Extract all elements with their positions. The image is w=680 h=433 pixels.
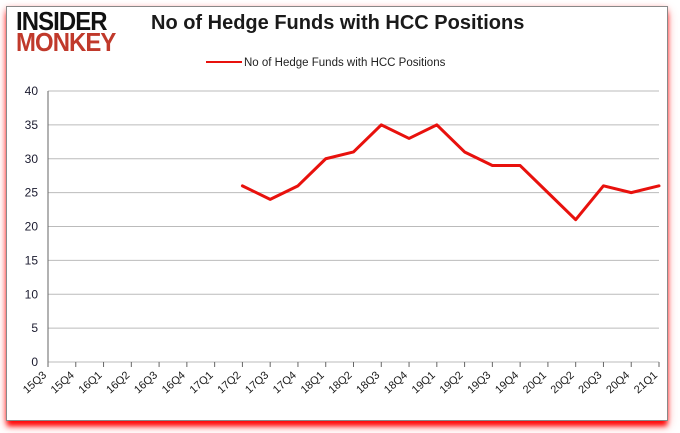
svg-text:17Q4: 17Q4 (271, 369, 299, 396)
svg-text:16Q3: 16Q3 (132, 369, 160, 396)
svg-text:0: 0 (31, 355, 38, 369)
svg-text:19Q1: 19Q1 (410, 369, 438, 396)
svg-text:17Q2: 17Q2 (215, 369, 243, 396)
svg-text:20Q2: 20Q2 (549, 369, 577, 396)
svg-text:18Q3: 18Q3 (354, 369, 382, 396)
svg-text:20Q4: 20Q4 (604, 369, 632, 396)
svg-text:40: 40 (25, 84, 39, 98)
svg-text:19Q2: 19Q2 (438, 369, 466, 396)
svg-text:20: 20 (25, 220, 39, 234)
svg-text:15Q3: 15Q3 (21, 369, 49, 396)
svg-text:35: 35 (25, 118, 39, 132)
svg-text:15: 15 (25, 253, 39, 267)
svg-text:16Q1: 16Q1 (77, 369, 105, 396)
svg-text:17Q3: 17Q3 (243, 369, 271, 396)
svg-text:19Q4: 19Q4 (493, 369, 521, 396)
svg-text:16Q4: 16Q4 (160, 369, 188, 396)
svg-text:19Q3: 19Q3 (465, 369, 493, 396)
svg-text:10: 10 (25, 287, 39, 301)
svg-text:16Q2: 16Q2 (104, 369, 132, 396)
svg-text:20Q1: 20Q1 (521, 369, 549, 396)
svg-text:30: 30 (25, 152, 39, 166)
svg-text:18Q1: 18Q1 (299, 369, 327, 396)
svg-text:15Q4: 15Q4 (49, 369, 77, 396)
svg-text:5: 5 (31, 321, 38, 335)
svg-text:18Q2: 18Q2 (326, 369, 354, 396)
svg-text:21Q1: 21Q1 (632, 369, 660, 396)
svg-text:25: 25 (25, 186, 39, 200)
svg-text:17Q1: 17Q1 (188, 369, 216, 396)
svg-text:18Q4: 18Q4 (382, 369, 410, 396)
svg-text:20Q3: 20Q3 (576, 369, 604, 396)
